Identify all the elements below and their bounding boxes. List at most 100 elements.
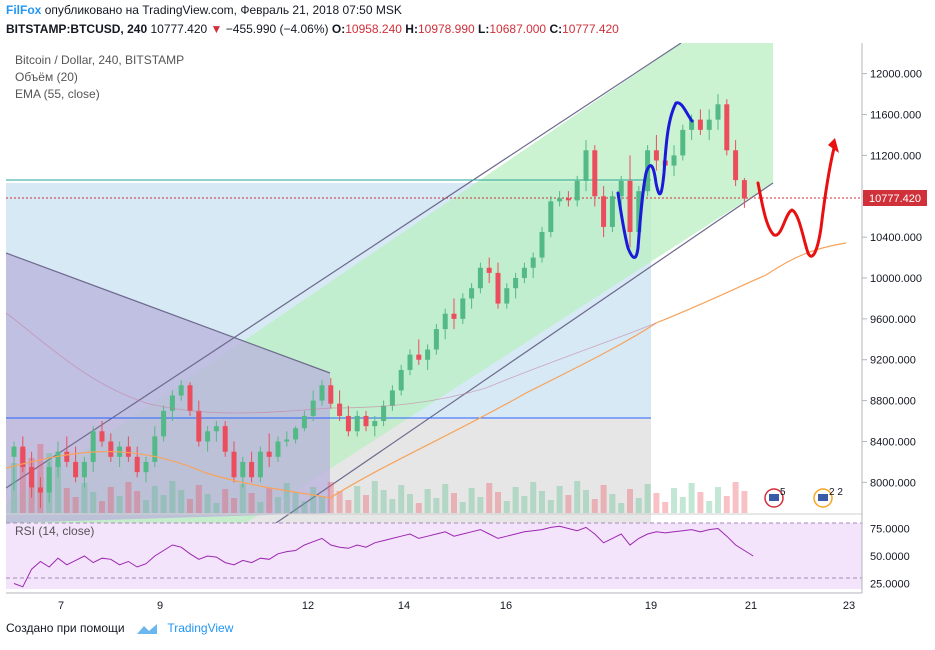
rsi-legend[interactable]: RSI (14, close) — [15, 524, 95, 538]
blue-projection-drawing[interactable] — [616, 101, 694, 259]
volume-bar — [169, 481, 176, 513]
volume-bar — [741, 491, 748, 513]
volume-bar — [266, 488, 273, 513]
publish-text: опубликовано на TradingView.com, Февраль… — [44, 3, 402, 17]
candle-body — [301, 415, 307, 429]
candle-body — [539, 232, 545, 258]
volume-bar — [55, 462, 61, 513]
candle-body — [486, 267, 492, 273]
rsi-band — [6, 523, 862, 589]
candle-body — [513, 278, 519, 289]
ohlc-header: BITSTAMP:BTCUSD, 240 10777.420 ▼ −455.99… — [6, 22, 619, 36]
candle-body — [697, 119, 703, 130]
volume-bar — [530, 482, 537, 513]
author-name[interactable]: FilFox — [6, 3, 42, 17]
candle-body — [609, 196, 615, 227]
volume-bar — [213, 503, 220, 513]
volume-bar — [143, 500, 149, 513]
candle-body — [29, 467, 35, 488]
tradingview-link[interactable]: TradingView — [167, 621, 234, 635]
candle-body — [213, 426, 219, 432]
volume-bar — [99, 501, 105, 513]
candle-body — [601, 196, 607, 227]
low-label: L: — [478, 22, 490, 36]
candle-body — [460, 298, 466, 319]
close-value: 10777.420 — [562, 22, 619, 36]
price-axis[interactable]: 12000.00011600.00011200.00010800.0001040… — [862, 69, 922, 490]
volume-bar — [715, 487, 721, 513]
candle-body — [583, 150, 589, 181]
candle-body — [37, 487, 43, 493]
candle-body — [574, 180, 580, 201]
low-value: 10687.000 — [489, 22, 547, 36]
volume-bar — [539, 491, 545, 513]
candle-body — [389, 390, 395, 406]
high-value: 10978.990 — [417, 22, 475, 36]
volume-bar — [671, 488, 677, 513]
volume-bar — [107, 487, 114, 513]
symbol-label: BITSTAMP:BTCUSD, 240 — [6, 22, 148, 36]
volume-bar — [345, 500, 352, 513]
candle-body — [257, 451, 263, 478]
volume-bar — [292, 492, 299, 513]
candle-body — [442, 313, 448, 330]
candle-body — [407, 354, 413, 370]
volume-bar — [63, 488, 70, 513]
footer: Создано при помощи TradingView — [6, 621, 233, 635]
volume-bar — [151, 486, 158, 513]
volume-bar — [433, 498, 440, 513]
price-tick-label: 11200.000 — [870, 150, 921, 162]
volume-bar — [389, 499, 396, 513]
volume-bar — [239, 484, 246, 513]
volume-bar — [451, 493, 457, 513]
volume-bar — [354, 486, 361, 513]
candle-body — [11, 446, 17, 457]
rsi-tick-label: 50.0000 — [870, 551, 910, 563]
volume-bar — [583, 490, 589, 513]
volume-bar — [231, 498, 237, 513]
ema-legend[interactable]: EMA (55, close) — [15, 87, 100, 101]
price-tick-label: 11600.000 — [870, 110, 921, 122]
volume-legend[interactable]: Объём (20) — [15, 70, 78, 84]
volume-bar — [319, 496, 325, 513]
candle-body — [618, 180, 624, 197]
volume-bar — [90, 492, 97, 513]
volume-bar — [503, 501, 510, 513]
event-badge-us[interactable]: 5 — [764, 487, 786, 508]
tradingview-logo-icon[interactable] — [136, 623, 158, 635]
candle-body — [293, 428, 299, 440]
time-axis[interactable]: 7 9 12 14 16 19 21 23 — [58, 600, 855, 612]
candle-body — [521, 267, 527, 278]
candle-body — [178, 385, 184, 396]
price-tick-label: 10000.000 — [870, 273, 922, 285]
candle-body — [266, 451, 272, 457]
flag-icon — [818, 494, 828, 501]
event-badge-us-2[interactable]: 2 2 — [813, 487, 843, 508]
candle-body — [504, 288, 510, 304]
chart-area[interactable]: 5 2 2 12000.00011600.00011200.00010800.0… — [5, 42, 930, 613]
last-price: 10777.420 — [150, 22, 208, 36]
main-legend[interactable]: Bitcoin / Dollar, 240, BITSTAMP — [15, 53, 185, 67]
volume-bar — [556, 486, 563, 513]
volume-bar — [363, 495, 369, 513]
rsi-axis[interactable]: 75.0000 50.0000 25.0000 — [870, 524, 910, 591]
candle-body — [689, 119, 695, 130]
volume-bar — [222, 489, 229, 513]
candle-body — [715, 104, 721, 120]
volume-bar — [283, 483, 290, 513]
volume-bar — [160, 495, 167, 513]
candle-body — [671, 155, 677, 166]
red-projection-drawing[interactable] — [756, 146, 836, 258]
channel-lower-line[interactable] — [275, 182, 774, 524]
open-value: 10958.240 — [345, 22, 402, 36]
volume-bar — [257, 502, 264, 513]
candle-body — [64, 451, 70, 462]
price-change: −455.990 (−4.06%) — [225, 22, 329, 36]
candle-body — [381, 405, 387, 422]
volume-bar — [424, 489, 431, 513]
price-tick-label: 10400.000 — [870, 232, 922, 244]
channel-upper-line[interactable] — [5, 42, 682, 489]
triangle-line[interactable] — [5, 252, 331, 374]
candle-body — [134, 456, 140, 473]
price-chart[interactable]: 5 2 2 12000.00011600.00011200.00010800.0… — [5, 42, 930, 613]
